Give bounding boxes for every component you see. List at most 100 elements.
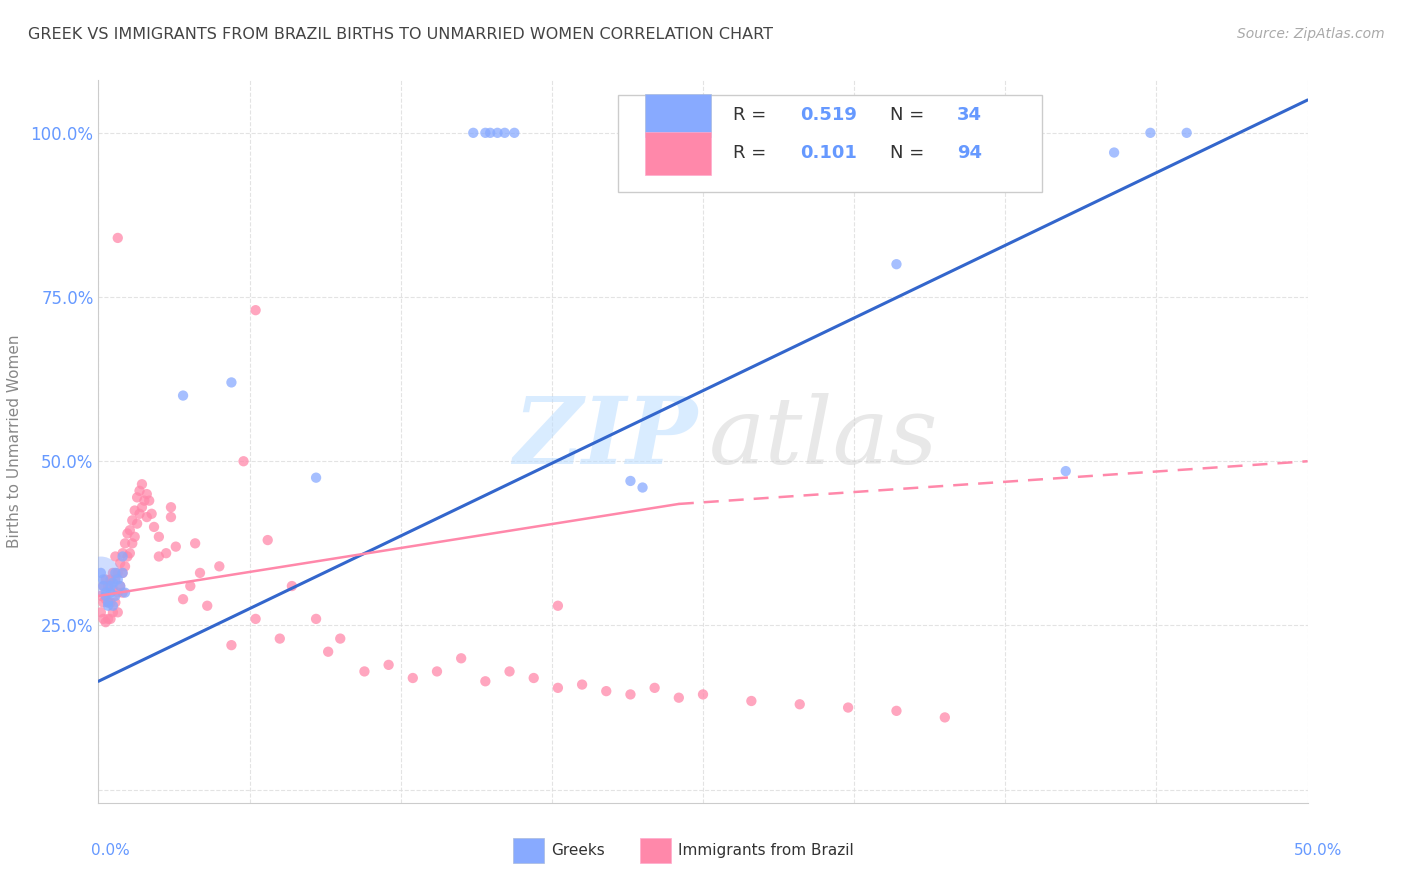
Point [143,520,166,534]
Point [108,579,131,593]
Point [117,549,139,564]
Point [141,507,163,521]
Point [128,507,150,521]
Point [631,481,654,495]
Point [118,546,141,560]
Point [107,573,129,587]
Point [353,665,375,679]
Point [221,638,243,652]
Point [131,500,153,515]
Point [886,704,908,718]
Point [179,579,201,593]
Point [90,589,112,603]
Point [494,126,516,140]
Point [134,493,156,508]
FancyBboxPatch shape [645,132,711,175]
Point [131,477,153,491]
Point [111,585,134,599]
Text: R =: R = [734,106,772,124]
Point [619,687,641,701]
Point [111,566,134,580]
Point [148,549,170,564]
Point [94,615,117,630]
Point [172,592,194,607]
Point [329,632,352,646]
Point [644,681,666,695]
Point [107,585,129,599]
Text: atlas: atlas [709,393,939,483]
Point [90,566,112,580]
Point [101,599,124,613]
Point [118,523,141,537]
Text: Immigrants from Brazil: Immigrants from Brazil [678,844,853,858]
Y-axis label: Births to Unmarried Women: Births to Unmarried Women [7,334,22,549]
Text: Greeks: Greeks [551,844,605,858]
Point [232,454,254,468]
Point [1139,126,1161,140]
Point [94,585,117,599]
Point [184,536,207,550]
Point [127,491,149,505]
Point [91,579,114,593]
Point [104,566,127,580]
Text: 34: 34 [957,106,981,124]
Point [91,612,114,626]
Point [269,632,291,646]
Point [195,599,218,613]
Point [101,582,124,597]
Point [104,595,127,609]
Point [124,503,146,517]
Point [837,700,859,714]
Point [245,612,267,626]
Point [107,605,129,619]
Point [503,126,526,140]
Point [498,665,520,679]
Text: 0.519: 0.519 [800,106,856,124]
Point [305,471,328,485]
Point [479,126,502,140]
Text: 94: 94 [957,145,981,162]
Point [111,566,134,580]
Point [886,257,908,271]
Point [523,671,546,685]
Text: 0.101: 0.101 [800,145,856,162]
Point [111,546,134,560]
Point [128,483,150,498]
Point [135,510,157,524]
Point [571,677,593,691]
Point [101,575,124,590]
Point [100,612,122,626]
Point [100,579,122,593]
Point [100,595,122,609]
Point [547,599,569,613]
Point [127,516,149,531]
Text: N =: N = [890,106,931,124]
Text: 0.0%: 0.0% [91,843,131,858]
Point [692,687,714,701]
Point [789,698,811,712]
Point [188,566,211,580]
Point [117,526,139,541]
Point [221,376,243,390]
Point [114,536,136,550]
Point [101,605,124,619]
Point [107,231,129,245]
Point [90,569,112,583]
Text: Source: ZipAtlas.com: Source: ZipAtlas.com [1237,27,1385,41]
Point [934,710,956,724]
Point [463,126,485,140]
Point [377,657,399,672]
Point [148,530,170,544]
Text: 50.0%: 50.0% [1295,843,1343,858]
Point [121,513,143,527]
Point [426,665,449,679]
Text: ZIP: ZIP [513,393,697,483]
Point [160,500,183,515]
FancyBboxPatch shape [619,95,1042,193]
Point [135,487,157,501]
Point [101,566,124,580]
Point [91,595,114,609]
Point [108,556,131,570]
Point [450,651,472,665]
Point [94,592,117,607]
